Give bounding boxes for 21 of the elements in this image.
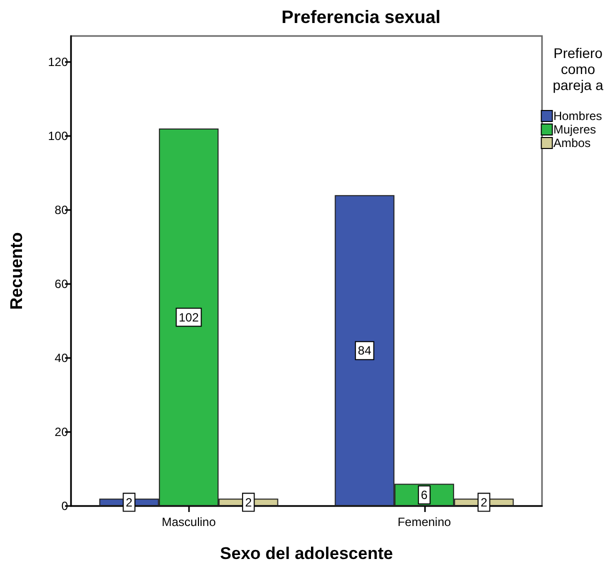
y-tick-label: 20 bbox=[54, 424, 68, 439]
y-tick-label: 120 bbox=[48, 54, 68, 69]
y-tick-label: 100 bbox=[48, 128, 68, 143]
data-label: 102 bbox=[178, 310, 200, 324]
y-axis-title: Recuento bbox=[7, 232, 26, 310]
x-tick-label: Femenino bbox=[398, 515, 452, 529]
y-tick-label: 40 bbox=[54, 350, 68, 365]
data-label: 6 bbox=[420, 488, 428, 502]
data-label: 2 bbox=[480, 495, 488, 510]
y-tick-label: 60 bbox=[54, 276, 68, 291]
x-axis-title: Sexo del adolescente bbox=[220, 544, 393, 563]
data-label: 84 bbox=[358, 344, 372, 358]
y-tick-label: 80 bbox=[54, 202, 68, 217]
legend-title: Prefiero como pareja a bbox=[552, 45, 604, 93]
data-label: 2 bbox=[126, 495, 133, 510]
legend-label: Hombres bbox=[553, 109, 602, 123]
data-label: 2 bbox=[245, 495, 252, 510]
x-tick-label: Masculino bbox=[162, 515, 216, 529]
legend-label: Mujeres bbox=[553, 122, 596, 136]
legend-label: Ambos bbox=[553, 136, 591, 150]
chart-title: Preferencia sexual bbox=[281, 7, 441, 27]
